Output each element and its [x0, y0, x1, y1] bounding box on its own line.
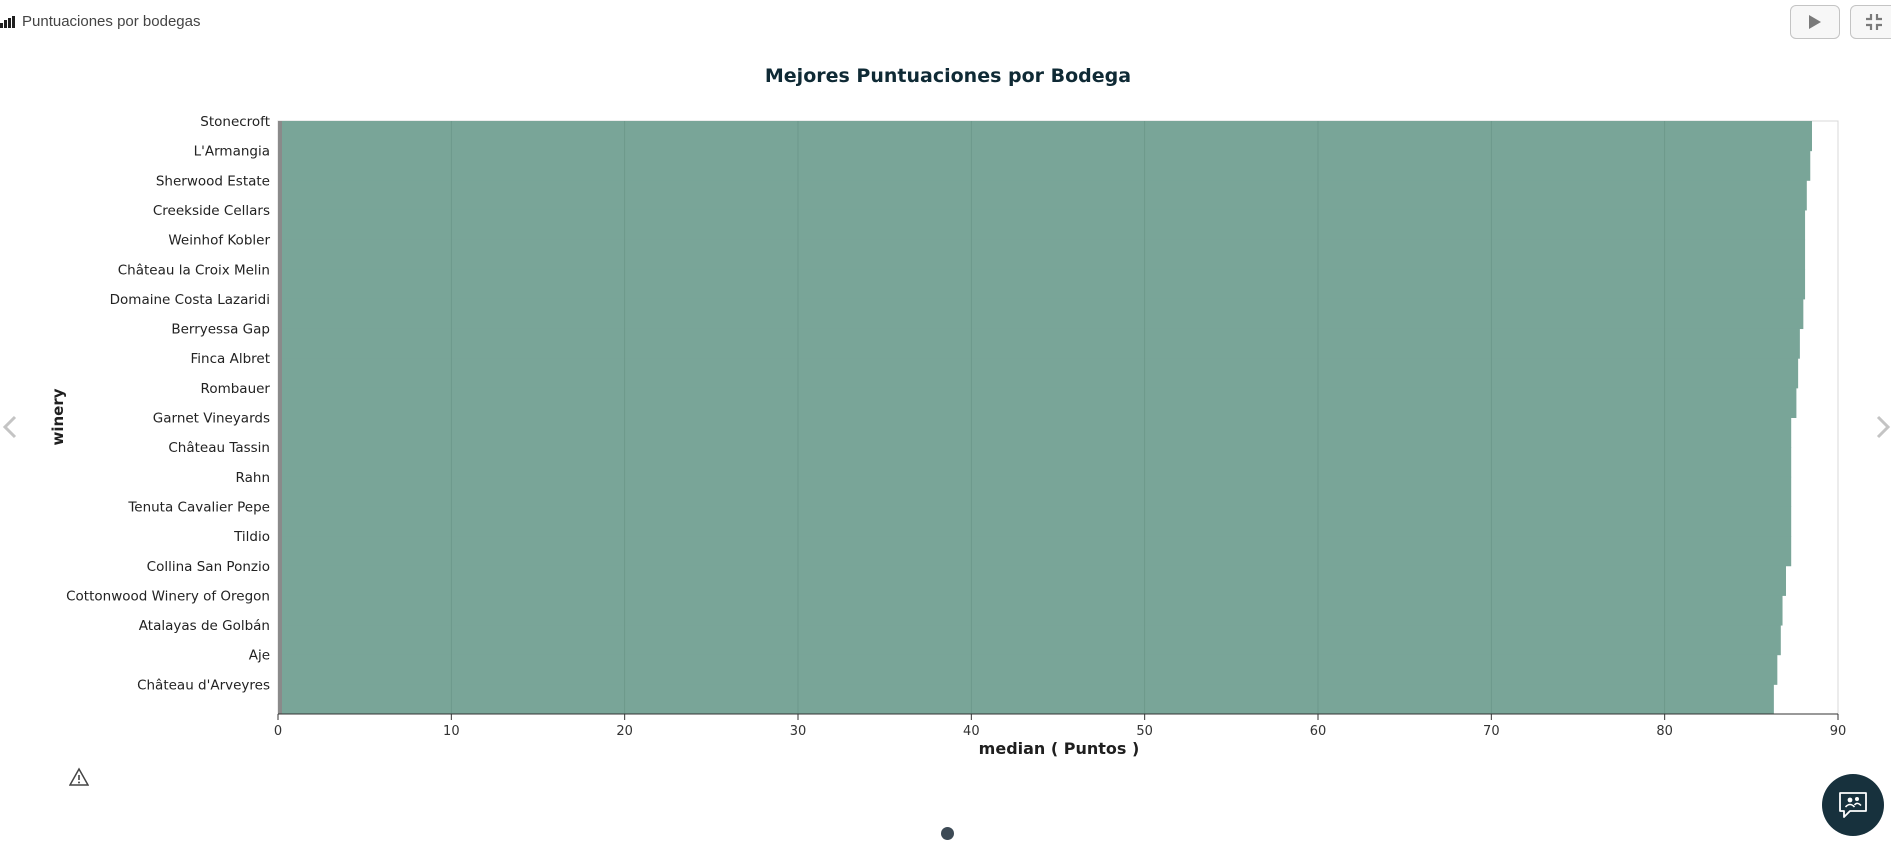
warning-button[interactable] [68, 767, 90, 787]
x-tick-label: 80 [1656, 724, 1673, 739]
warning-icon [68, 767, 90, 786]
bar[interactable] [278, 625, 1781, 656]
y-tick-label: Château Tassin [168, 440, 270, 456]
y-tick-label: Stonecroft [200, 114, 270, 130]
chevron-right-icon [1876, 415, 1891, 439]
y-tick-label: Collina San Ponzio [147, 559, 270, 575]
y-axis-label: winery [49, 388, 67, 445]
chat-icon [1839, 792, 1867, 818]
app-title: Puntuaciones por bodegas [0, 13, 200, 30]
y-tick-label: Berryessa Gap [171, 322, 270, 338]
x-tick-label: 0 [274, 724, 282, 739]
bar[interactable] [278, 506, 1792, 537]
previous-slide-button[interactable] [0, 412, 20, 442]
y-tick-label: Atalayas de Golbán [139, 618, 270, 634]
x-tick-label: 10 [443, 724, 460, 739]
x-tick-label: 50 [1136, 724, 1153, 739]
chart-container: Mejores Puntuaciones por Bodega winery m… [0, 44, 1891, 774]
y-tick-label: Aje [249, 648, 270, 664]
bar-chart-icon [0, 15, 15, 28]
plot-area: 0 10 20 30 40 50 60 70 80 90 Stonecroft L'Armangia S… [66, 114, 1846, 739]
bar[interactable] [278, 565, 1786, 596]
y-tick-label: Domaine Costa Lazaridi [110, 292, 270, 308]
x-tick-label: 90 [1830, 724, 1847, 739]
collapse-icon [1866, 14, 1882, 30]
chat-button[interactable] [1822, 774, 1884, 836]
x-tick-label: 20 [616, 724, 633, 739]
y-tick-label: Tildio [233, 529, 270, 545]
bar[interactable] [278, 595, 1783, 626]
bar[interactable] [278, 239, 1806, 270]
y-tick-label: Tenuta Cavalier Pepe [127, 499, 270, 515]
top-bar: Puntuaciones por bodegas [0, 0, 1891, 44]
bar[interactable] [278, 447, 1792, 478]
y-tick-label: Garnet Vineyards [153, 411, 270, 427]
chevron-left-icon [2, 415, 17, 439]
y-tick-label: Sherwood Estate [156, 173, 270, 189]
pager-dot-active[interactable] [941, 827, 954, 840]
x-tick-label: 40 [963, 724, 980, 739]
bar[interactable] [278, 684, 1774, 715]
bar-chart: Mejores Puntuaciones por Bodega winery m… [49, 65, 1846, 758]
bar[interactable] [278, 328, 1800, 359]
zero-line [278, 121, 282, 714]
bar[interactable] [278, 536, 1792, 567]
y-tick-label: Creekside Cellars [153, 203, 270, 219]
bar[interactable] [278, 150, 1811, 181]
y-tick-label: Château la Croix Melin [118, 262, 270, 278]
bar[interactable] [278, 476, 1792, 507]
bar[interactable] [278, 417, 1792, 448]
y-tick-label: Rombauer [201, 381, 271, 397]
bar[interactable] [278, 387, 1797, 418]
y-tick-label: Cottonwood Winery of Oregon [66, 588, 270, 604]
y-tick-label: Château d'Arveyres [137, 677, 270, 693]
bar[interactable] [278, 180, 1807, 211]
app-title-text: Puntuaciones por bodegas [22, 13, 201, 30]
y-tick-label: L'Armangia [194, 144, 270, 160]
chart-title: Mejores Puntuaciones por Bodega [765, 65, 1131, 87]
bar[interactable] [278, 209, 1806, 241]
y-tick-label: Rahn [236, 470, 270, 486]
bar[interactable] [278, 358, 1799, 389]
collapse-button[interactable] [1850, 5, 1891, 39]
x-tick-label: 30 [790, 724, 807, 739]
y-tick-label: Weinhof Kobler [168, 233, 270, 249]
play-button[interactable] [1790, 5, 1840, 39]
bar[interactable] [278, 121, 1812, 152]
play-icon [1809, 15, 1821, 29]
bar[interactable] [278, 298, 1804, 330]
y-tick-label: Finca Albret [191, 351, 270, 367]
next-slide-button[interactable] [1873, 412, 1891, 442]
x-tick-label: 60 [1310, 724, 1327, 739]
x-axis-label: median ( Puntos ) [979, 739, 1140, 758]
bar[interactable] [278, 654, 1778, 685]
x-tick-label: 70 [1483, 724, 1500, 739]
bar[interactable] [278, 269, 1806, 300]
